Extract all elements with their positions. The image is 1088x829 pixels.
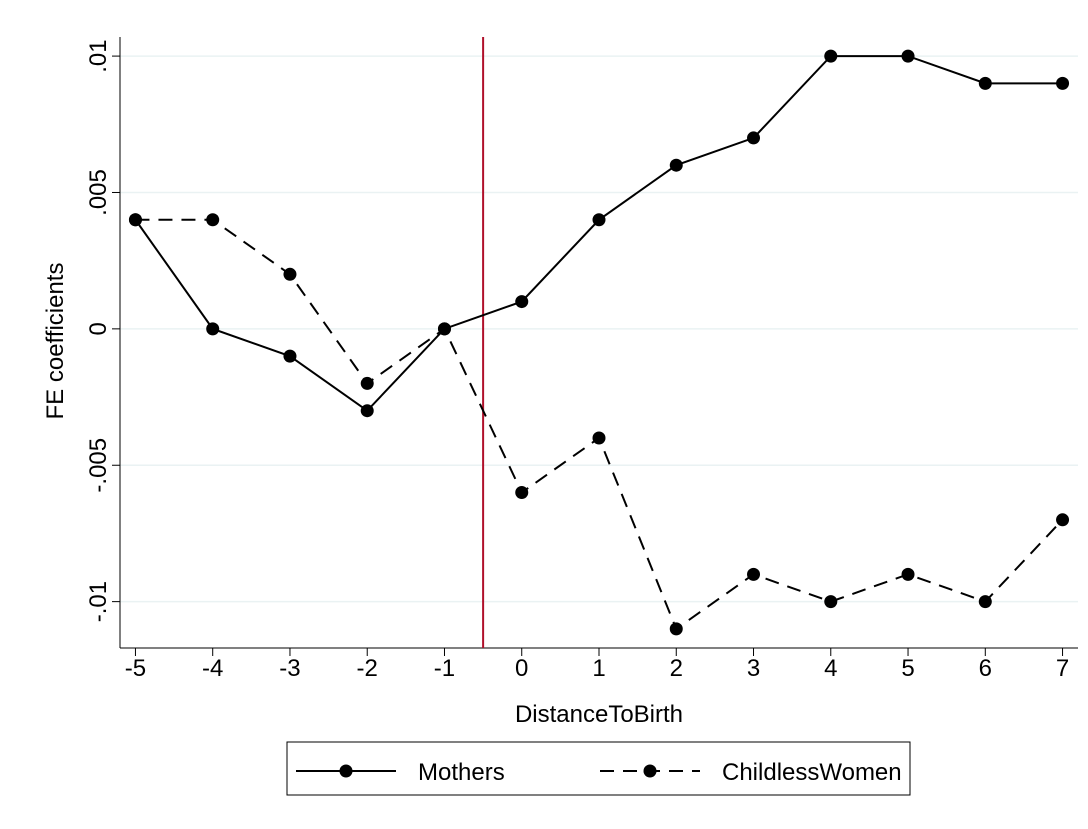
data-point — [592, 431, 606, 445]
data-point — [747, 567, 761, 581]
x-tick-label: -4 — [202, 655, 223, 682]
data-point — [1056, 513, 1070, 527]
x-tick-label: 3 — [747, 655, 760, 682]
data-point — [515, 295, 529, 309]
x-tick-label: 1 — [592, 655, 605, 682]
x-tick-label: 6 — [979, 655, 992, 682]
data-point — [747, 131, 761, 145]
data-point — [824, 595, 838, 609]
x-tick-label: -3 — [279, 655, 300, 682]
y-axis-label: FE coefficients — [42, 263, 69, 420]
x-axis-label: DistanceToBirth — [515, 701, 683, 728]
x-tick-label: -5 — [125, 655, 146, 682]
x-tick-label: 4 — [824, 655, 837, 682]
data-point — [360, 404, 374, 418]
x-tick-label: -1 — [434, 655, 455, 682]
data-point — [901, 567, 915, 581]
data-point — [669, 158, 683, 172]
x-tick-label: 0 — [515, 655, 528, 682]
data-point — [206, 213, 220, 227]
y-tick-label: -.01 — [85, 581, 112, 622]
legend-label: Mothers — [418, 759, 505, 786]
data-point — [206, 322, 220, 336]
y-tick-label: 0 — [85, 322, 112, 335]
data-point — [824, 49, 838, 63]
data-point — [128, 213, 142, 227]
x-tick-label: 7 — [1056, 655, 1069, 682]
x-tick-label: 2 — [670, 655, 683, 682]
data-point — [592, 213, 606, 227]
data-point — [978, 595, 992, 609]
data-point — [1056, 76, 1070, 90]
legend-label: ChildlessWomen — [722, 759, 902, 786]
data-point — [283, 267, 297, 281]
x-tick-label: -2 — [357, 655, 378, 682]
data-point — [901, 49, 915, 63]
data-point — [515, 486, 529, 500]
data-point — [978, 76, 992, 90]
y-tick-label: .005 — [85, 169, 112, 216]
x-tick-label: 5 — [901, 655, 914, 682]
data-point — [669, 622, 683, 636]
legend-box — [286, 741, 911, 796]
data-point — [360, 376, 374, 390]
data-point — [437, 322, 451, 336]
legend-marker — [339, 764, 353, 778]
y-tick-label: -.005 — [85, 438, 112, 493]
y-tick-label: .01 — [85, 39, 112, 72]
data-point — [283, 349, 297, 363]
legend-marker — [643, 764, 657, 778]
